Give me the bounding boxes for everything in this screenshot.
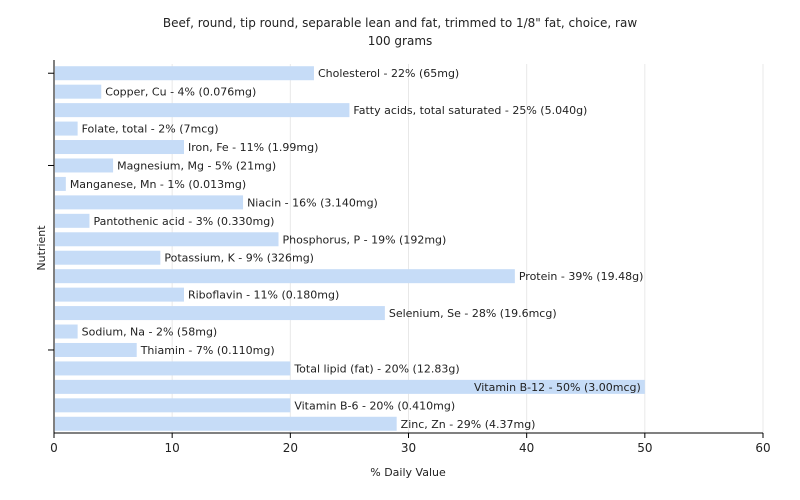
bar — [55, 66, 314, 81]
bar — [55, 269, 515, 284]
bar-label: Cholesterol - 22% (65mg) — [318, 67, 459, 80]
x-tick-label: 40 — [519, 441, 534, 455]
bar-label: Vitamin B-12 - 50% (3.00mcg) — [474, 381, 641, 394]
chart-subtitle: 100 grams — [368, 34, 433, 48]
bar — [55, 232, 279, 247]
bar-label: Riboflavin - 11% (0.180mg) — [188, 289, 339, 302]
bar — [55, 324, 78, 339]
x-axis-title: % Daily Value — [370, 466, 446, 479]
bar — [55, 103, 350, 118]
bar-label: Copper, Cu - 4% (0.076mg) — [105, 86, 256, 99]
bar — [55, 379, 645, 394]
x-tick-label: 60 — [755, 441, 770, 455]
bar-label: Pantothenic acid - 3% (0.330mg) — [93, 215, 274, 228]
bar-label: Total lipid (fat) - 20% (12.83g) — [293, 362, 459, 375]
bar — [55, 158, 114, 173]
bar — [55, 195, 244, 210]
bar — [55, 416, 397, 431]
gridlines — [171, 64, 764, 433]
bar — [55, 398, 291, 413]
bar-label: Potassium, K - 9% (326mg) — [164, 252, 314, 265]
bar-label: Niacin - 16% (3.140mg) — [247, 196, 378, 209]
x-tick-label: 10 — [165, 441, 180, 455]
bar — [55, 84, 102, 99]
x-tick-label: 0 — [50, 441, 58, 455]
bar-label: Thiamin - 7% (0.110mg) — [140, 344, 275, 357]
x-tick-label: 20 — [283, 441, 298, 455]
y-axis-title: Nutrient — [35, 225, 48, 271]
bar-label: Protein - 39% (19.48g) — [519, 270, 644, 283]
bar-label: Iron, Fe - 11% (1.99mg) — [188, 141, 318, 154]
bar-label: Sodium, Na - 2% (58mg) — [82, 326, 218, 339]
bar-label: Magnesium, Mg - 5% (21mg) — [117, 159, 276, 172]
bar-label: Fatty acids, total saturated - 25% (5.04… — [353, 104, 587, 117]
chart-title: Beef, round, tip round, separable lean a… — [163, 16, 637, 30]
bar-label: Folate, total - 2% (7mcg) — [82, 123, 219, 136]
bar — [55, 250, 161, 265]
bar-label: Vitamin B-6 - 20% (0.410mg) — [294, 399, 455, 412]
bars: Cholesterol - 22% (65mg) Copper, Cu - 4% … — [55, 66, 645, 431]
bar-label: Zinc, Zn - 29% (4.37mg) — [401, 418, 536, 431]
x-tick-label: 30 — [401, 441, 416, 455]
x-tick-label: 50 — [637, 441, 652, 455]
bar — [55, 213, 90, 228]
axes: 0 10 20 30 40 50 60 — [48, 60, 771, 455]
bar — [55, 306, 385, 321]
bar — [55, 176, 66, 191]
bar-label: Selenium, Se - 28% (19.6mcg) — [389, 307, 557, 320]
bar — [55, 140, 184, 155]
bar — [55, 361, 291, 376]
bar — [55, 342, 137, 357]
bar-label: Phosphorus, P - 19% (192mg) — [283, 233, 447, 246]
bar — [55, 121, 78, 136]
bar-label: Manganese, Mn - 1% (0.013mg) — [70, 178, 246, 191]
bar — [55, 287, 184, 302]
